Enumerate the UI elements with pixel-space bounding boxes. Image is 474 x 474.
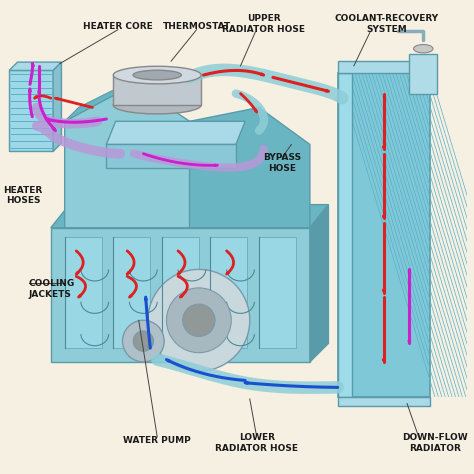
Text: COOLANT-RECOVERY
SYSTEM: COOLANT-RECOVERY SYSTEM <box>334 15 438 34</box>
Polygon shape <box>51 205 328 228</box>
Circle shape <box>122 320 164 362</box>
Polygon shape <box>259 237 296 348</box>
Polygon shape <box>337 397 430 406</box>
Ellipse shape <box>113 96 201 114</box>
Polygon shape <box>106 121 245 145</box>
Ellipse shape <box>113 66 201 84</box>
Polygon shape <box>337 73 352 397</box>
Ellipse shape <box>413 45 433 53</box>
Text: DOWN-FLOW
RADIATOR: DOWN-FLOW RADIATOR <box>402 433 468 453</box>
Polygon shape <box>9 62 62 71</box>
Bar <box>9 71 53 151</box>
Polygon shape <box>113 237 150 348</box>
Circle shape <box>166 288 231 353</box>
Polygon shape <box>210 237 247 348</box>
Circle shape <box>148 269 250 371</box>
Text: THERMOSTAT: THERMOSTAT <box>163 22 231 31</box>
Bar <box>113 75 201 105</box>
Text: LOWER
RADIATOR HOSE: LOWER RADIATOR HOSE <box>215 433 298 453</box>
Polygon shape <box>64 237 102 348</box>
Bar <box>337 73 430 397</box>
Text: UPPER
RADIATOR HOSE: UPPER RADIATOR HOSE <box>222 15 305 34</box>
Polygon shape <box>51 228 310 362</box>
Polygon shape <box>64 84 190 228</box>
Bar <box>410 54 437 93</box>
Text: WATER PUMP: WATER PUMP <box>123 436 191 445</box>
Ellipse shape <box>133 70 182 80</box>
Polygon shape <box>53 62 62 151</box>
Text: HEATER CORE: HEATER CORE <box>83 22 153 31</box>
Text: COOLING
JACKETS: COOLING JACKETS <box>28 279 75 299</box>
Polygon shape <box>310 205 328 362</box>
Polygon shape <box>190 108 310 228</box>
Text: BYPASS
HOSE: BYPASS HOSE <box>263 153 301 173</box>
Polygon shape <box>337 61 430 73</box>
Text: HEATER
HOSES: HEATER HOSES <box>3 186 43 205</box>
Polygon shape <box>106 145 236 168</box>
Circle shape <box>133 331 154 351</box>
Circle shape <box>182 304 215 337</box>
Polygon shape <box>162 237 199 348</box>
Polygon shape <box>64 71 153 121</box>
